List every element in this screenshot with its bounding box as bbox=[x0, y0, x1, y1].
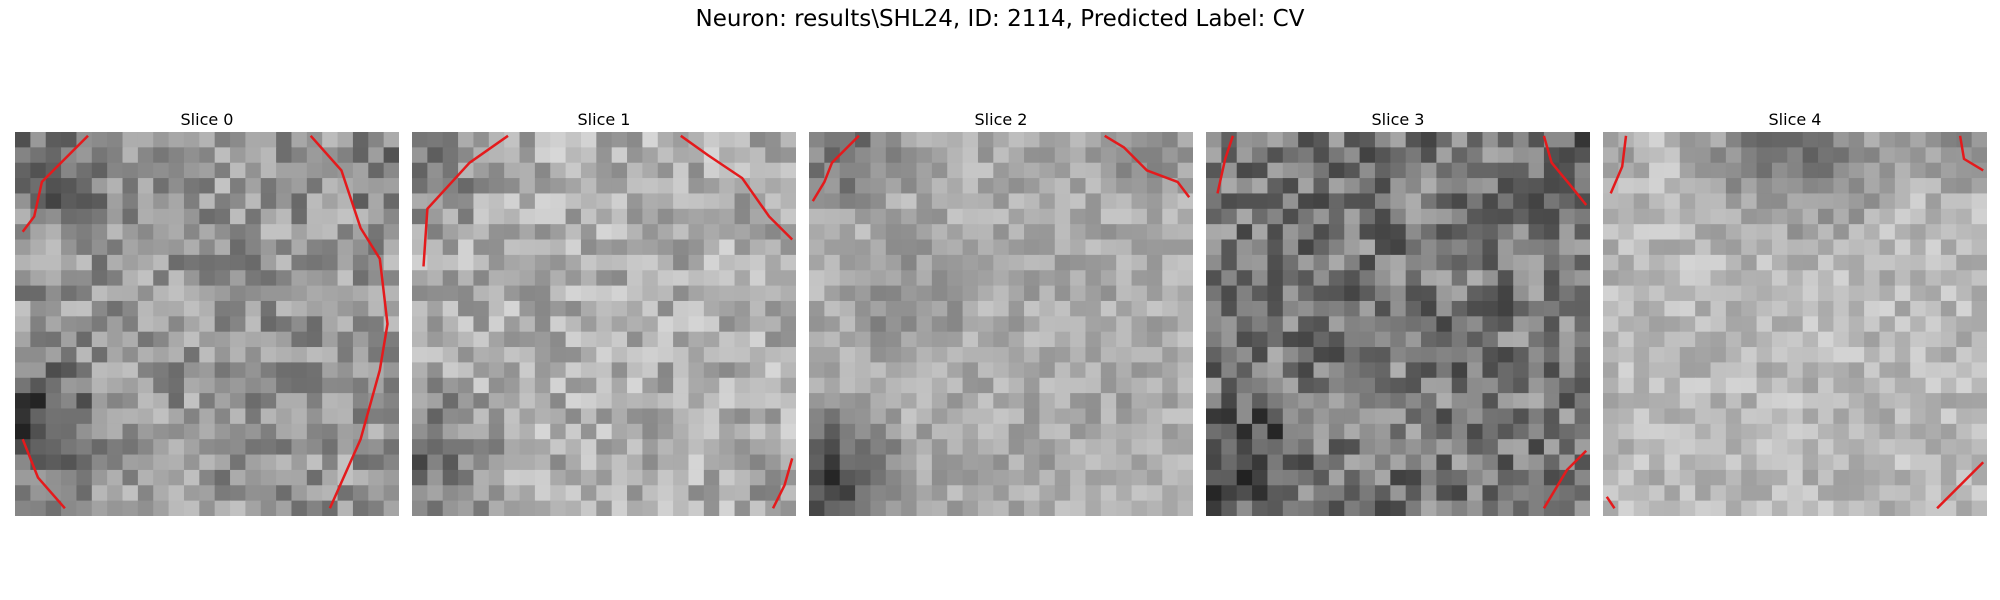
slice-title: Slice 1 bbox=[577, 110, 631, 129]
slice-image-0 bbox=[15, 132, 399, 516]
slice-pixels bbox=[15, 132, 399, 516]
slice-panel-0: Slice 0 bbox=[15, 108, 399, 516]
roi-contour-line bbox=[1542, 135, 1588, 206]
roi-contour-line bbox=[1104, 134, 1191, 199]
roi-contour-line bbox=[1958, 135, 1984, 172]
figure-title: Neuron: results\SHL24, ID: 2114, Predict… bbox=[695, 6, 1305, 32]
roi-contour-line bbox=[811, 134, 860, 202]
slice-title: Slice 3 bbox=[1371, 110, 1425, 129]
slice-image-1 bbox=[412, 132, 796, 516]
roi-contour-line bbox=[1609, 135, 1628, 194]
slice-pixels bbox=[1206, 132, 1590, 516]
roi-contour-line bbox=[21, 438, 66, 510]
slice-image-2 bbox=[809, 132, 1193, 516]
roi-contour-line bbox=[1605, 496, 1616, 509]
roi-contour-line bbox=[771, 458, 794, 509]
slice-panel-1: Slice 1 bbox=[412, 108, 796, 516]
roi-contour-line bbox=[21, 134, 89, 233]
slice-title: Slice 0 bbox=[180, 110, 234, 129]
slice-title: Slice 4 bbox=[1768, 110, 1822, 129]
roi-contour-line bbox=[680, 134, 794, 241]
slice-image-3 bbox=[1206, 132, 1590, 516]
slice-title: Slice 2 bbox=[974, 110, 1028, 129]
slice-pixels bbox=[1603, 132, 1987, 516]
roi-contour-line bbox=[309, 134, 389, 509]
slice-image-4 bbox=[1603, 132, 1987, 516]
roi-contour-line bbox=[1216, 135, 1235, 194]
slice-panel-3: Slice 3 bbox=[1206, 108, 1590, 516]
slice-panel-2: Slice 2 bbox=[809, 108, 1193, 516]
roi-contour-line bbox=[1936, 461, 1985, 510]
slice-pixels bbox=[412, 132, 796, 516]
roi-contour-line bbox=[1542, 449, 1588, 509]
slice-panel-4: Slice 4 bbox=[1603, 108, 1987, 516]
slice-pixels bbox=[809, 132, 1193, 516]
roi-contour-line bbox=[422, 134, 509, 267]
